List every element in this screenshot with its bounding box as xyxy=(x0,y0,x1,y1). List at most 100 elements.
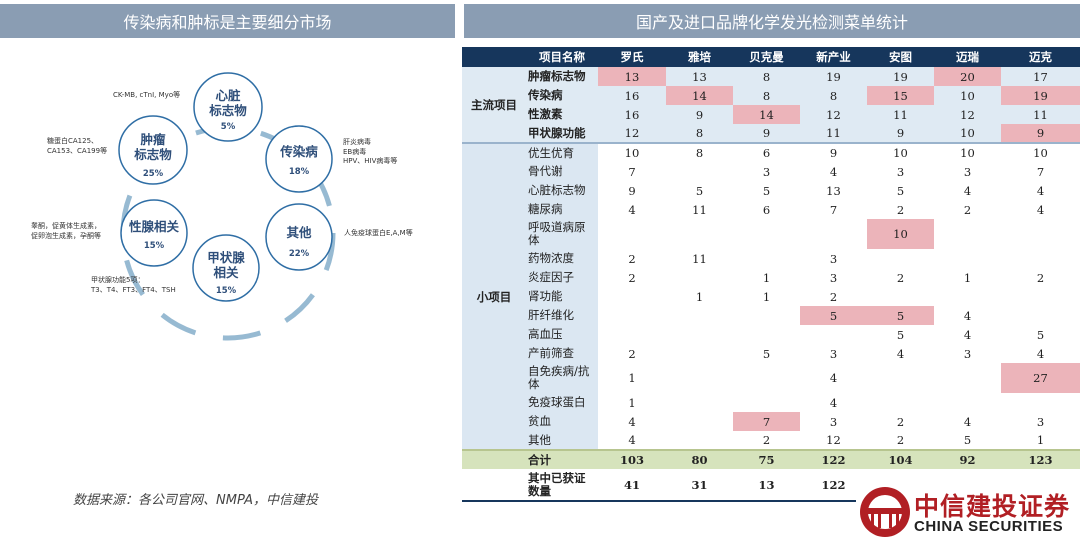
table-cell: 19 xyxy=(800,67,867,86)
segment-circle xyxy=(265,203,333,271)
table-cell: 4 xyxy=(1001,344,1080,363)
table-cell: 12 xyxy=(598,124,666,144)
table-cell: 1 xyxy=(598,393,666,412)
header-beckman: 贝克曼 xyxy=(733,47,800,67)
row-item-name: 骨代谢 xyxy=(526,162,598,181)
table-cell: 3 xyxy=(934,344,1001,363)
table-cell: 14 xyxy=(733,105,800,124)
table-cell xyxy=(867,287,934,306)
table-cell: 7 xyxy=(1001,162,1080,181)
row-item-name: 甲状腺功能 xyxy=(526,124,598,144)
table-cell: 10 xyxy=(934,124,1001,144)
table-cell: 4 xyxy=(598,412,666,431)
table-cell xyxy=(598,325,666,344)
segment-percent: 15% xyxy=(144,241,165,251)
table-row-main: 甲状腺功能 12 8 9 11 9 10 9 xyxy=(462,124,1080,144)
table-cell: 5 xyxy=(733,181,800,200)
table-cell: 9 xyxy=(1001,124,1080,144)
table-row-main: 主流项目 肿瘤标志物 13 13 8 19 19 20 17 xyxy=(462,67,1080,144)
table-cell: 16 xyxy=(598,86,666,105)
table-cell: 8 xyxy=(666,143,733,162)
segment-circle xyxy=(120,199,188,267)
segment-title: 肿瘤 xyxy=(140,132,166,147)
table-cell: 11 xyxy=(666,249,733,268)
table-cell xyxy=(666,268,733,287)
note-line: HPV、HIV病毒等 xyxy=(343,157,398,165)
table-cell: 1 xyxy=(733,268,800,287)
header-snibe: 新产业 xyxy=(800,47,867,67)
table-cell: 4 xyxy=(934,325,1001,344)
table-cell: 5 xyxy=(867,325,934,344)
segment-other: 其他 22% xyxy=(265,203,333,271)
table-cell xyxy=(733,219,800,249)
table-cell xyxy=(666,344,733,363)
note-cardiac: CK-MB, cTnI, Myo等 xyxy=(113,91,181,99)
segment-circle xyxy=(193,72,263,142)
table-row-sub: 贫血 4 7 3 2 4 3 xyxy=(462,412,1080,431)
table-cell: 1 xyxy=(733,287,800,306)
row-item-name: 呼吸道病原体 xyxy=(526,219,598,249)
table-cell xyxy=(1001,393,1080,412)
table-cell: 11 xyxy=(800,124,867,144)
table-cell: 4 xyxy=(800,393,867,412)
table-cell xyxy=(800,219,867,249)
table-cell: 1 xyxy=(934,268,1001,287)
table-cell: 20 xyxy=(934,67,1001,86)
table-cell xyxy=(733,393,800,412)
table-cell xyxy=(1001,287,1080,306)
table-cell: 1 xyxy=(666,287,733,306)
header-roche: 罗氏 xyxy=(598,47,666,67)
segment-percent: 25% xyxy=(143,169,164,179)
table-cell: 13 xyxy=(598,67,666,86)
table-cell xyxy=(666,393,733,412)
table-cell: 122 xyxy=(800,469,867,502)
logo-english-text: CHINA SECURITIES xyxy=(914,518,1064,535)
table-cell: 11 xyxy=(666,200,733,219)
table-cell: 5 xyxy=(867,181,934,200)
table-cell xyxy=(598,287,666,306)
table-cell: 75 xyxy=(733,449,800,469)
table-cell: 9 xyxy=(598,181,666,200)
table-cell: 10 xyxy=(867,219,934,249)
header-blank xyxy=(462,47,526,67)
row-item-name: 自免疾病/抗体 xyxy=(526,363,598,393)
table-cell xyxy=(666,162,733,181)
row-item-name: 药物浓度 xyxy=(526,249,598,268)
table-row-sub: 炎症因子 2 1 3 2 1 2 xyxy=(462,268,1080,287)
table-cell: 5 xyxy=(867,306,934,325)
segment-percent: 22% xyxy=(289,249,310,259)
table-cell xyxy=(934,393,1001,412)
table-cell: 3 xyxy=(733,162,800,181)
chemiluminescence-menu-table: 项目名称 罗氏 雅培 贝克曼 新产业 安图 迈瑞 迈克 主流项目 肿瘤标志物 13 1… xyxy=(462,47,1080,502)
table-row-sub: 心脏标志物 9 5 5 13 5 4 4 xyxy=(462,181,1080,200)
table-cell: 123 xyxy=(1001,449,1080,469)
table-cell: 12 xyxy=(934,105,1001,124)
segment-title-line2: 标志物 xyxy=(208,103,247,118)
table-cell xyxy=(666,363,733,393)
table-cell: 2 xyxy=(867,431,934,450)
table-cell: 3 xyxy=(800,412,867,431)
table-cell xyxy=(1001,219,1080,249)
table-cell: 6 xyxy=(733,200,800,219)
segment-title-line2: 标志物 xyxy=(133,147,172,162)
table-cell: 4 xyxy=(867,344,934,363)
table-cell: 10 xyxy=(1001,143,1080,162)
table-cell: 27 xyxy=(1001,363,1080,393)
table-cell: 2 xyxy=(1001,268,1080,287)
table-cell: 10 xyxy=(934,143,1001,162)
table-row-sub: 高血压 5 4 5 xyxy=(462,325,1080,344)
note-line: CA153、CA199等 xyxy=(47,146,108,155)
table-row-sub: 产前筛查 2 5 3 4 3 4 xyxy=(462,344,1080,363)
table-cell: 9 xyxy=(800,143,867,162)
segment-title-line2: 相关 xyxy=(213,265,239,280)
segment-circle xyxy=(118,115,188,185)
table-cell xyxy=(800,325,867,344)
table-cell xyxy=(934,287,1001,306)
row-item-name: 肿瘤标志物 xyxy=(526,67,598,86)
table-cell xyxy=(934,219,1001,249)
segment-cardiac: 心脏 标志物 5% xyxy=(193,72,263,142)
row-blank xyxy=(462,449,526,469)
segment-percent: 5% xyxy=(221,122,236,132)
table-cell: 10 xyxy=(934,86,1001,105)
table-cell: 4 xyxy=(934,181,1001,200)
